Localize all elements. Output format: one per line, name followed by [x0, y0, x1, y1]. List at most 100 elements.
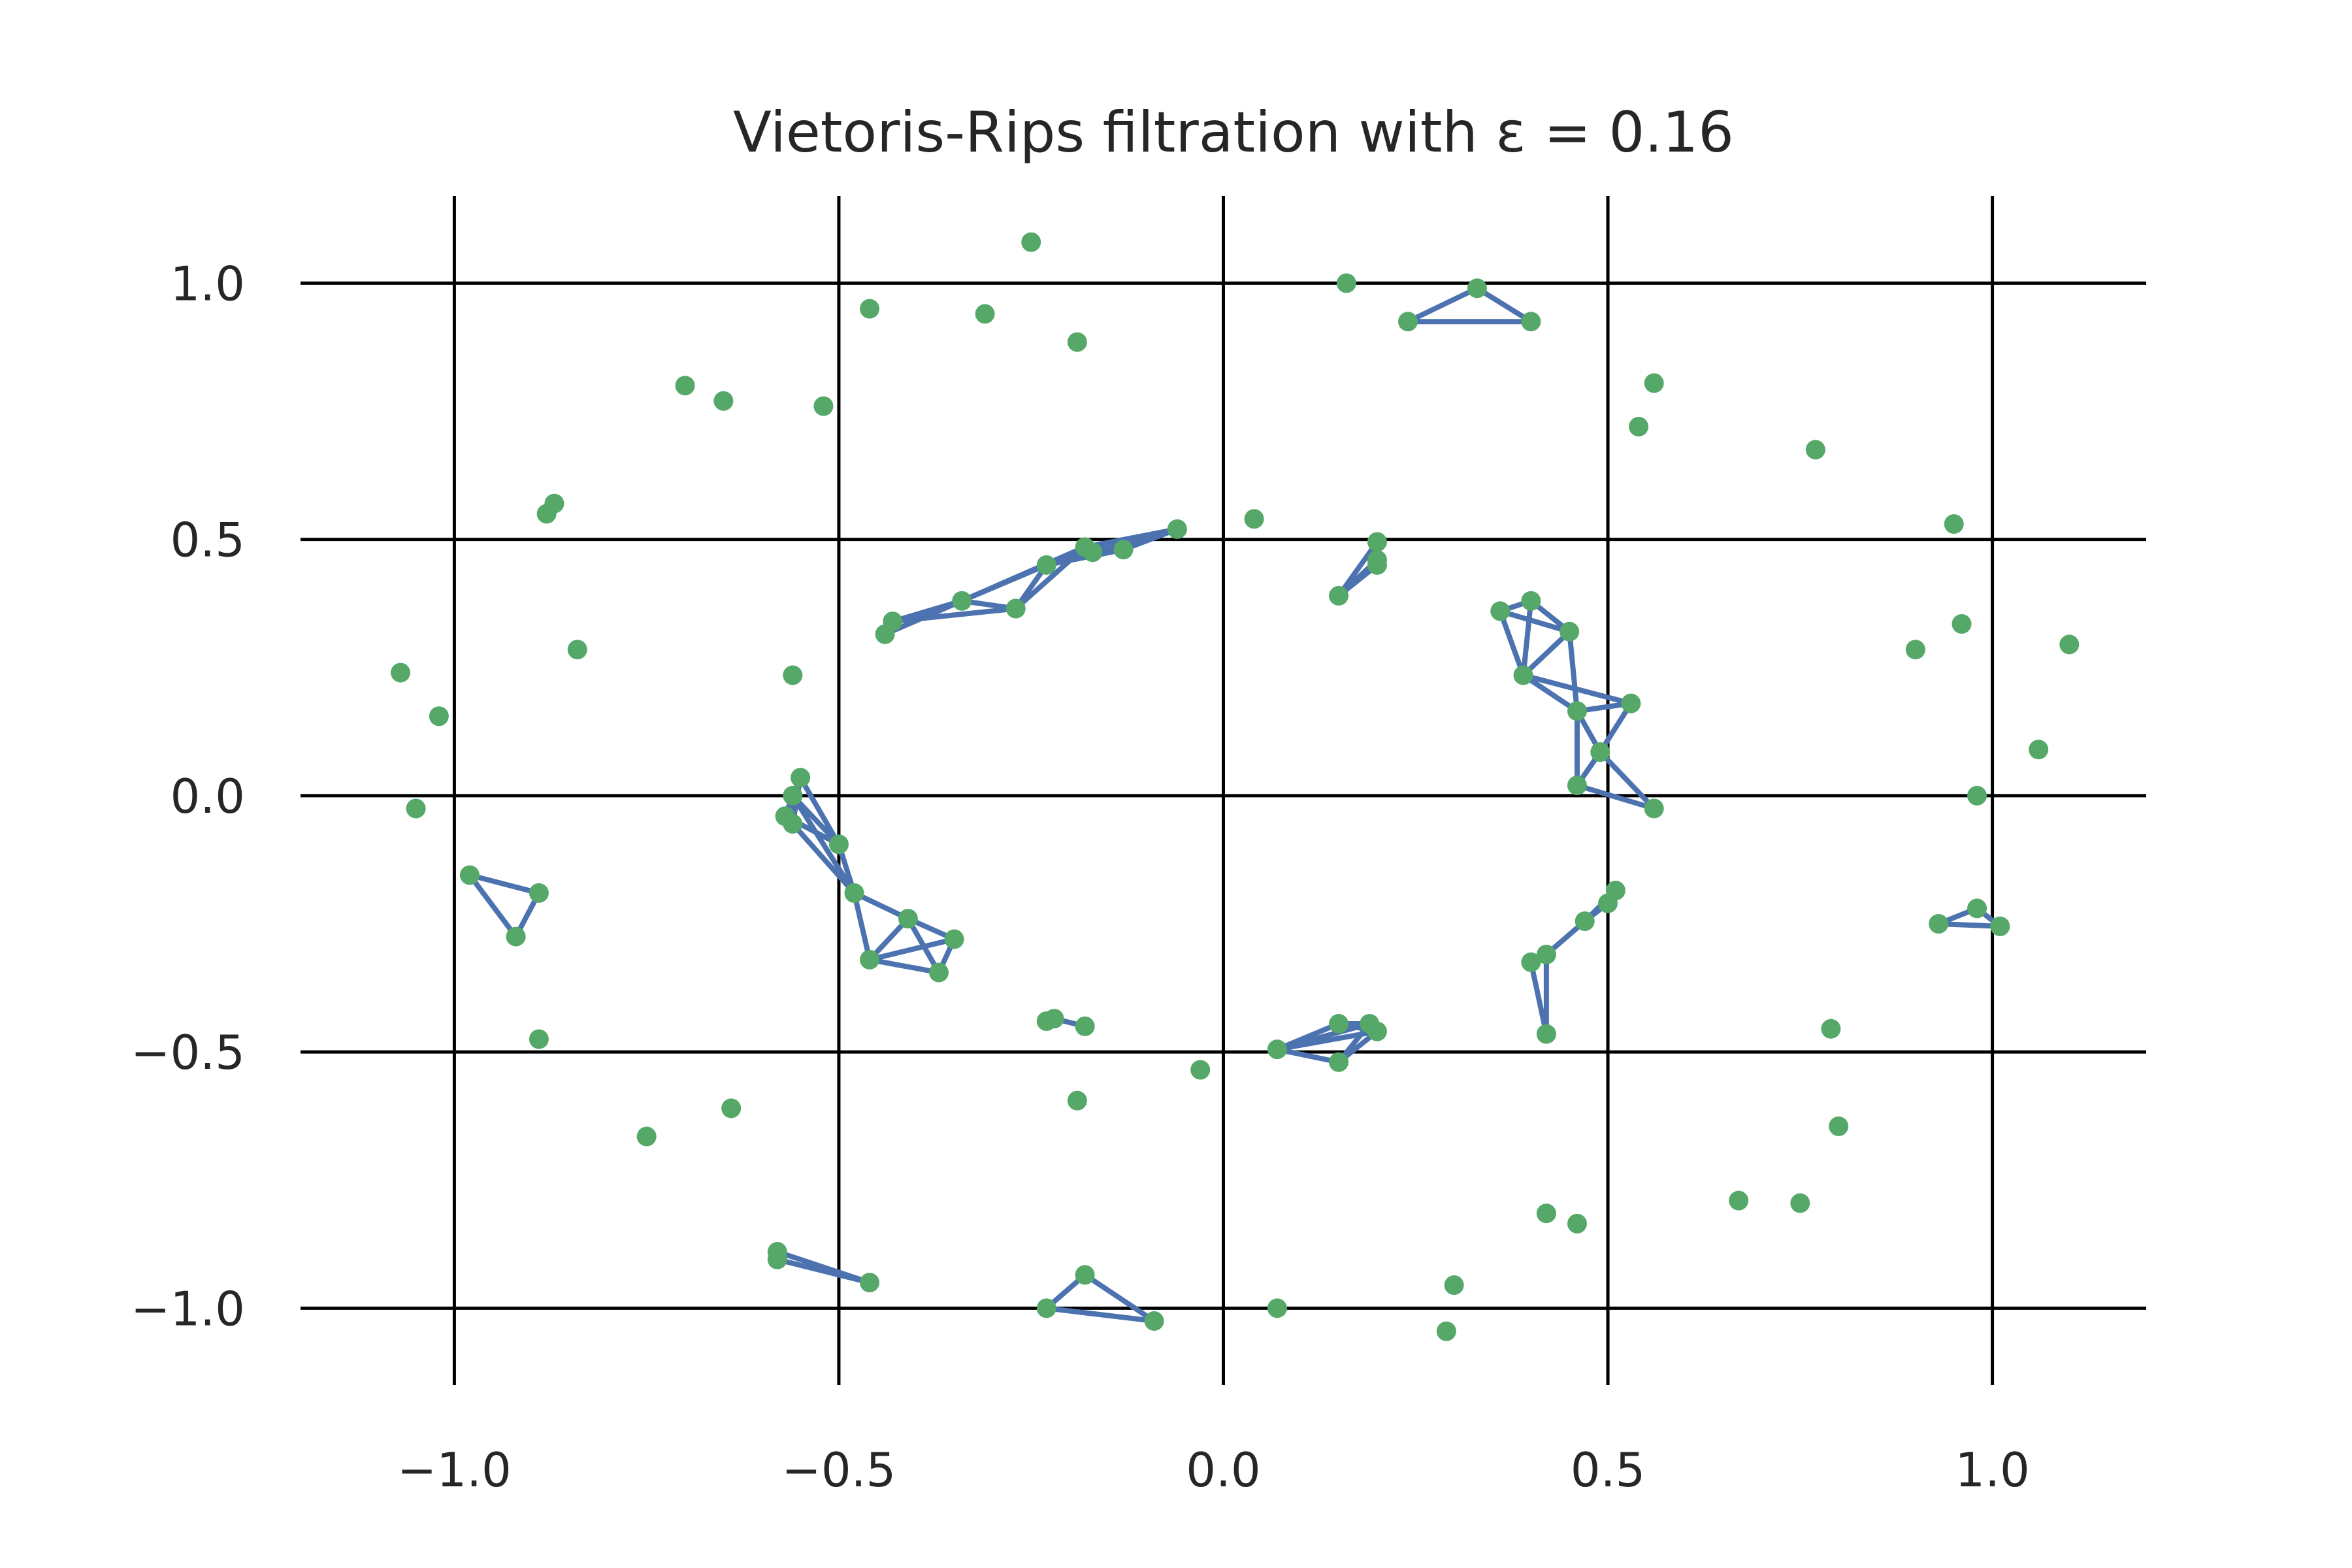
data-point — [1021, 232, 1041, 252]
edge — [1474, 286, 1534, 325]
data-point — [459, 865, 480, 885]
y-tick-label: −0.5 — [131, 1025, 245, 1080]
data-point — [975, 304, 995, 324]
data-point — [783, 813, 803, 834]
edge — [851, 890, 873, 962]
edge — [790, 792, 857, 896]
data-point — [1190, 1060, 1211, 1080]
data-point — [1905, 640, 1925, 660]
edge — [1082, 1272, 1157, 1324]
data-point — [675, 376, 695, 396]
edge — [851, 890, 911, 922]
edge — [1567, 629, 1580, 714]
chart-title: Vietoris-Rips filtration with ε = 0.16 — [733, 100, 1734, 165]
data-point — [791, 768, 811, 788]
edge — [1520, 598, 1534, 678]
data-point — [1521, 312, 1541, 332]
data-point — [1536, 1024, 1556, 1044]
data-point — [1067, 332, 1087, 352]
data-point — [1644, 373, 1664, 393]
data-point — [2059, 634, 2080, 655]
edge — [867, 956, 941, 975]
data-point — [1521, 952, 1541, 972]
data-point — [1967, 898, 1987, 919]
data-point — [1567, 701, 1587, 721]
data-point — [1329, 1052, 1349, 1072]
data-point — [1629, 417, 1649, 437]
data-point — [1036, 1298, 1056, 1318]
data-point — [1621, 693, 1641, 713]
data-point — [1952, 614, 1972, 634]
data-point — [1267, 1039, 1287, 1060]
data-point — [783, 785, 803, 806]
edge — [1497, 608, 1573, 634]
data-point — [860, 1273, 880, 1293]
y-tick-label: 0.0 — [170, 769, 245, 824]
data-point — [1144, 1311, 1164, 1331]
data-point — [1244, 509, 1264, 529]
data-point — [1490, 601, 1511, 621]
data-point — [1083, 542, 1103, 563]
data-point — [1536, 1203, 1556, 1224]
data-point — [1567, 1213, 1587, 1233]
data-point — [1598, 893, 1618, 913]
data-point — [828, 834, 849, 855]
data-point — [952, 591, 972, 611]
edge — [1936, 921, 2003, 929]
data-point — [1005, 598, 1026, 619]
data-point — [1367, 532, 1387, 552]
data-point — [1575, 911, 1595, 932]
data-point — [1075, 1265, 1095, 1285]
data-point — [1513, 665, 1533, 685]
data-point — [1075, 1016, 1095, 1036]
data-point — [1329, 1013, 1349, 1034]
edge — [1497, 608, 1526, 678]
data-point — [1044, 1009, 1064, 1029]
x-tick-labels: −1.0 −0.5 0.0 0.5 1.0 — [397, 1443, 2030, 1497]
x-tick-label: 0.0 — [1186, 1443, 1261, 1497]
data-point — [860, 949, 880, 970]
data-point — [1336, 273, 1356, 293]
data-point — [1729, 1190, 1749, 1211]
data-point — [721, 1098, 742, 1119]
data-point — [636, 1126, 657, 1147]
data-point — [1329, 585, 1349, 606]
edge — [1520, 672, 1580, 714]
y-tick-label: −1.0 — [131, 1281, 245, 1336]
x-tick-label: −1.0 — [397, 1443, 512, 1497]
data-point — [1167, 519, 1187, 539]
data-point — [1805, 440, 1825, 460]
data-point — [1367, 1021, 1387, 1041]
data-point — [944, 929, 964, 949]
data-point — [1790, 1193, 1810, 1213]
edge — [1013, 544, 1088, 612]
data-point — [529, 883, 549, 903]
data-point — [1829, 1116, 1849, 1136]
data-point — [1567, 776, 1587, 796]
data-point — [567, 640, 587, 660]
data-point — [1436, 1321, 1456, 1341]
data-point — [860, 299, 880, 319]
data-point — [1990, 916, 2010, 936]
data-point — [391, 662, 411, 683]
point-layer — [391, 232, 2080, 1341]
data-point — [536, 504, 557, 524]
data-point — [1067, 1090, 1087, 1111]
y-tick-label: 1.0 — [170, 256, 245, 311]
data-point — [898, 909, 918, 929]
data-point — [783, 665, 803, 685]
edge — [1043, 1305, 1157, 1324]
data-point — [1521, 591, 1541, 611]
x-tick-label: −0.5 — [782, 1443, 896, 1497]
data-point — [1644, 798, 1664, 819]
edge — [466, 872, 542, 896]
data-point — [1944, 514, 1964, 534]
edge — [1574, 783, 1657, 811]
data-point — [1536, 945, 1556, 965]
grid-lines — [301, 196, 2146, 1385]
data-point — [1967, 785, 1987, 806]
x-tick-label: 0.5 — [1571, 1443, 1646, 1497]
data-point — [1929, 913, 1949, 934]
